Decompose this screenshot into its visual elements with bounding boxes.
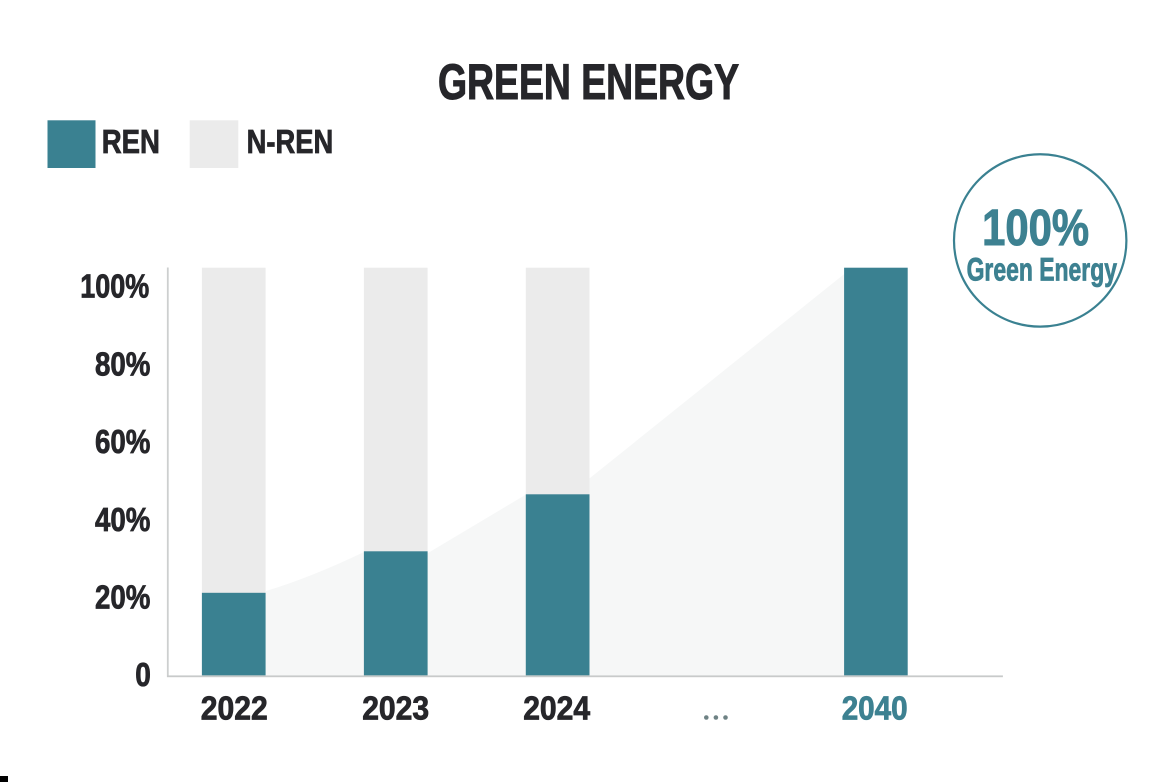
svg-text:100%: 100% <box>80 269 149 306</box>
svg-text:N-REN: N-REN <box>247 124 334 161</box>
svg-text:100%: 100% <box>982 199 1089 256</box>
svg-text:60%: 60% <box>95 424 150 461</box>
svg-text:40%: 40% <box>95 502 150 539</box>
svg-text:2024: 2024 <box>523 691 590 728</box>
svg-text:Green Energy: Green Energy <box>967 251 1117 287</box>
svg-text:20%: 20% <box>95 580 150 617</box>
svg-text:GREEN ENERGY: GREEN ENERGY <box>438 54 739 110</box>
svg-text:2040: 2040 <box>842 691 908 728</box>
svg-text:0: 0 <box>135 657 151 694</box>
svg-text:2022: 2022 <box>201 691 268 728</box>
svg-text:80%: 80% <box>95 346 150 383</box>
svg-text:2023: 2023 <box>362 691 429 728</box>
svg-text:REN: REN <box>102 124 160 161</box>
